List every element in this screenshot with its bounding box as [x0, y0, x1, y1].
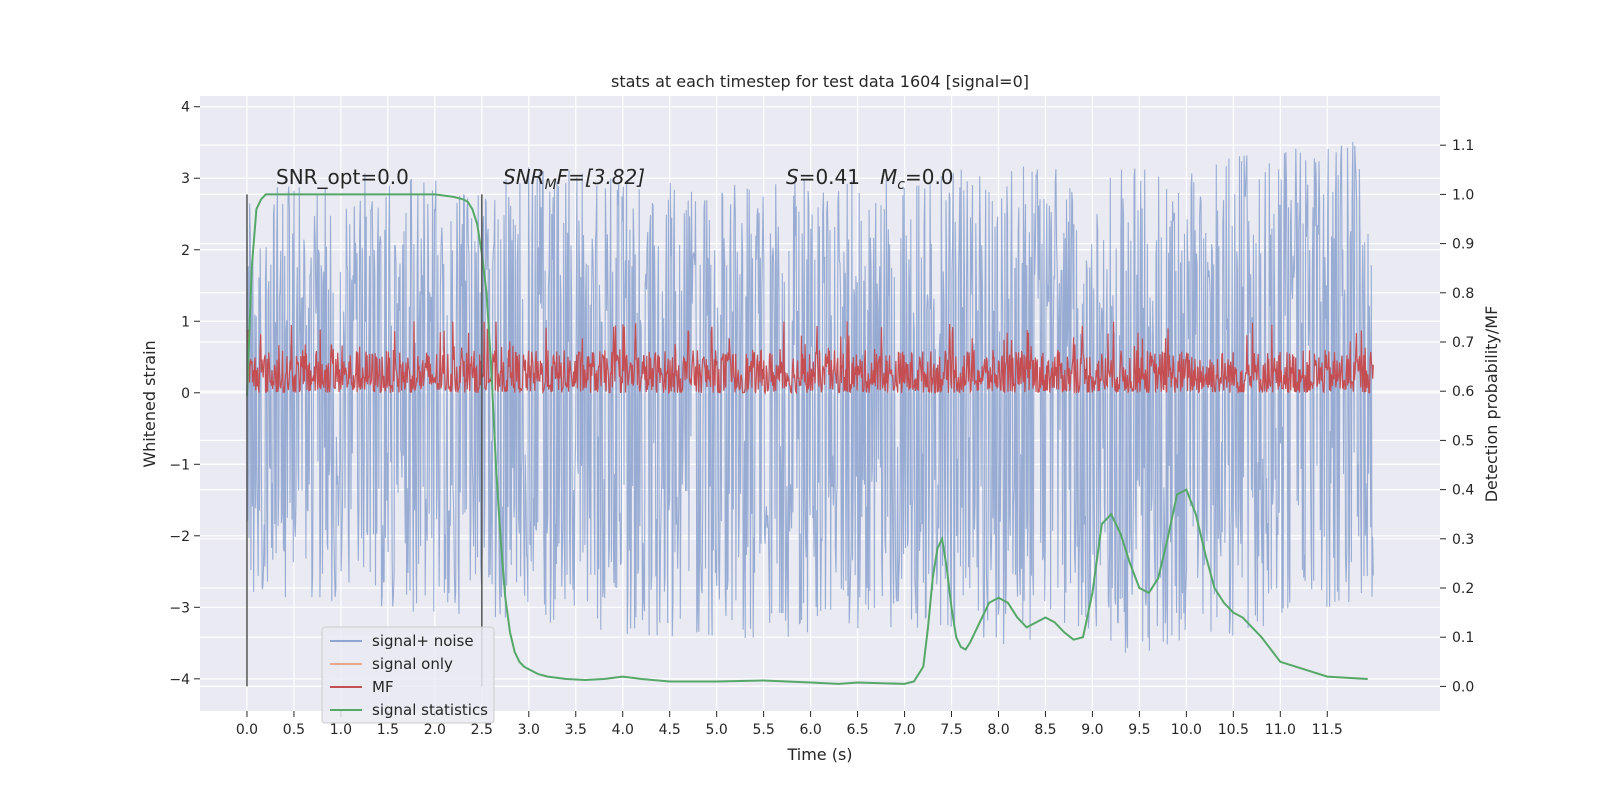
legend-label: MF [372, 678, 394, 696]
right-tick-label: 0.1 [1452, 630, 1474, 646]
s-symbol: S [786, 165, 799, 189]
x-tick-label: 8.0 [987, 722, 1009, 738]
right-tick-label: 1.0 [1452, 187, 1474, 203]
y-axis-label: Whitened strain [140, 340, 159, 467]
x-tick-label: 10.0 [1171, 722, 1202, 738]
annotation-snr-mf: SNRMF=[3.82] [503, 165, 645, 193]
x-tick-label: 1.0 [330, 722, 352, 738]
annotation-snr-opt: SNR_opt=0.0 [276, 165, 409, 189]
right-tick-label: 0.8 [1452, 286, 1474, 302]
x-tick-label: 8.5 [1034, 722, 1056, 738]
x-axis-label: Time (s) [786, 745, 852, 764]
x-tick-label: 11.0 [1265, 722, 1296, 738]
x-tick-label: 4.0 [612, 722, 634, 738]
x-tick-label: 1.5 [377, 722, 399, 738]
left-tick-label: 4 [181, 100, 190, 116]
x-tick-label: 4.5 [659, 722, 681, 738]
y-right-axis-label: Detection probability/MF [1482, 306, 1501, 503]
legend-label: signal+ noise [372, 632, 474, 650]
left-axis-ticks: 4 3 2 1 0 −1 −2 −3 −4 [169, 100, 200, 688]
right-tick-label: 0.4 [1452, 483, 1474, 499]
left-tick-label: 0 [181, 386, 190, 402]
x-tick-label: 6.5 [846, 722, 868, 738]
x-tick-label: 9.5 [1128, 722, 1150, 738]
series-mf [246, 321, 1374, 396]
x-tick-label: 6.0 [799, 722, 821, 738]
series-signal-statistics [246, 193, 1368, 685]
x-tick-label: 3.5 [565, 722, 587, 738]
left-tick-label: −1 [169, 457, 190, 473]
left-tick-label: 2 [181, 243, 190, 259]
x-tick-label: 11.5 [1312, 722, 1343, 738]
mc-subscript: c [897, 177, 905, 193]
x-tick-label: 2.5 [471, 722, 493, 738]
right-tick-label: 0.9 [1452, 237, 1474, 253]
x-axis-ticks: 0.0 0.5 1.0 1.5 2.0 2.5 3.0 3.5 4.0 4.5 5.0 5.5 6.0 6… [236, 711, 1343, 738]
x-tick-label: 5.0 [706, 722, 728, 738]
right-tick-label: 0.6 [1452, 384, 1474, 400]
right-tick-label: 0.5 [1452, 433, 1474, 449]
left-tick-label: −2 [169, 529, 190, 545]
snr-mf-value: F=[3.82] [557, 165, 645, 189]
legend: signal+ noise signal only MF signal statist… [321, 626, 495, 724]
data-layer [246, 141, 1374, 685]
annotation-s-mc: S=0.41 Mc=0.0 [786, 165, 954, 193]
x-tick-label: 0.5 [283, 722, 305, 738]
x-tick-label: 7.5 [940, 722, 962, 738]
marker-lines [246, 194, 483, 687]
left-tick-label: 3 [181, 171, 190, 187]
right-tick-label: 0.3 [1452, 532, 1474, 548]
x-tick-label: 5.5 [753, 722, 775, 738]
x-tick-label: 7.0 [893, 722, 915, 738]
right-axis-ticks: 1.1 1.0 0.9 0.8 0.7 0.6 0.5 0.4 0.3 0.2 0.1 0.0 [1440, 138, 1474, 695]
x-tick-label: 10.5 [1218, 722, 1249, 738]
right-tick-label: 1.1 [1452, 138, 1474, 154]
legend-label: signal only [372, 655, 453, 673]
right-tick-label: 0.2 [1452, 581, 1474, 597]
left-tick-label: 1 [181, 314, 190, 330]
x-tick-label: 0.0 [236, 722, 258, 738]
mc-value: =0.0 [905, 165, 954, 189]
right-tick-label: 0.7 [1452, 335, 1474, 351]
left-tick-label: −3 [169, 600, 190, 616]
x-tick-label: 3.0 [518, 722, 540, 738]
snr-mf-symbol: SNR [503, 165, 545, 189]
right-tick-label: 0.0 [1452, 679, 1474, 695]
legend-label: signal statistics [372, 701, 488, 719]
chart-title: stats at each timestep for test data 160… [611, 72, 1029, 91]
series-signal-noise [246, 141, 1374, 653]
legend-box [321, 626, 495, 724]
x-tick-label: 2.0 [424, 722, 446, 738]
x-tick-label: 9.0 [1081, 722, 1103, 738]
s-value: =0.41 [799, 165, 860, 189]
snr-mf-subscript: M [545, 177, 557, 193]
mc-symbol: M [880, 165, 897, 189]
left-tick-label: −4 [169, 672, 190, 688]
